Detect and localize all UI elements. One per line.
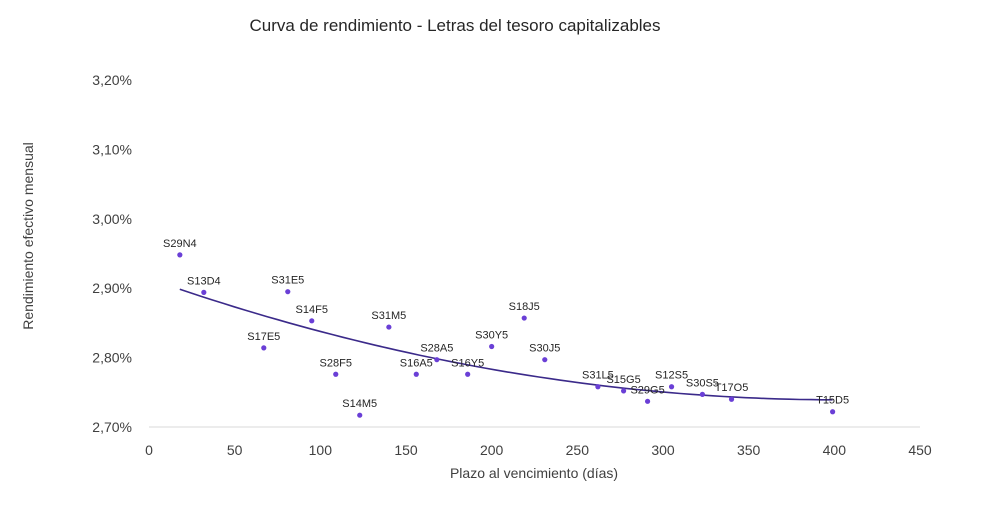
data-point-label: S14M5 (342, 398, 377, 410)
data-point-label: T17O5 (715, 382, 749, 394)
data-point (386, 324, 392, 330)
data-point-label: S18J5 (509, 301, 540, 313)
x-tick-label: 350 (737, 442, 761, 458)
data-point-label: S14F5 (296, 304, 328, 316)
y-tick-label: 2,90% (92, 280, 132, 296)
x-tick-label: 0 (145, 442, 153, 458)
data-point (333, 371, 339, 377)
x-tick-label: 200 (480, 442, 504, 458)
data-point (465, 371, 471, 377)
data-point-label: S16A5 (400, 357, 433, 369)
data-point-label: S15G5 (606, 374, 640, 386)
y-tick-label: 3,10% (92, 141, 132, 157)
data-point-label: S31L5 (582, 370, 614, 382)
data-point (177, 252, 183, 258)
x-tick-label: 250 (566, 442, 590, 458)
data-point (620, 388, 627, 394)
data-point (434, 357, 440, 363)
data-point (595, 384, 601, 390)
data-point (309, 318, 315, 324)
x-tick-label: 50 (227, 442, 243, 458)
data-point (201, 289, 207, 295)
data-point-label: S29N4 (163, 238, 197, 250)
data-point-label: S13D4 (187, 275, 221, 287)
x-tick-label: 100 (309, 442, 333, 458)
data-point (644, 398, 651, 404)
x-tick-label: 400 (823, 442, 847, 458)
y-tick-label: 3,20% (92, 72, 132, 88)
data-point-label: S29G5 (630, 384, 664, 396)
data-point-label: S12S5 (655, 370, 688, 382)
x-axis-ticks: 0 50 100 150 200 250 300 350 400 450 (145, 442, 932, 458)
data-point (413, 371, 419, 377)
x-tick-label: 450 (908, 442, 932, 458)
data-point-label: T15D5 (816, 395, 849, 407)
y-axis-ticks: 2,70% 2,80% 2,90% 3,00% 3,10% 3,20% (92, 72, 132, 435)
chart-title: Curva de rendimiento - Letras del tesoro… (249, 16, 660, 35)
data-point (261, 345, 267, 351)
data-point-label: S28A5 (420, 343, 453, 355)
data-point-label: S16Y5 (451, 357, 484, 369)
data-point-label: S30S5 (686, 377, 719, 389)
y-tick-label: 2,70% (92, 419, 132, 435)
y-axis-label: Rendimiento efectivo mensual (20, 142, 36, 330)
data-point (668, 384, 675, 390)
data-point (830, 409, 836, 415)
data-point-label: S30Y5 (475, 329, 508, 341)
data-point-label: S28F5 (320, 357, 352, 369)
data-point (521, 315, 527, 321)
data-point (489, 343, 495, 350)
data-point-label: S17E5 (247, 331, 280, 343)
trendline (179, 288, 833, 401)
data-point (357, 412, 363, 418)
data-point (728, 396, 735, 402)
x-tick-label: 300 (651, 442, 675, 458)
data-point-label: S31M5 (371, 310, 406, 322)
data-points: S29N4 S13D4 S17E5 S31E5 S14F5 S28F5 S14M5 S31M5… (163, 238, 849, 418)
x-tick-label: 150 (394, 442, 418, 458)
data-point (699, 391, 706, 397)
x-axis-label: Plazo al vencimiento (días) (450, 465, 618, 481)
data-point-label: S30J5 (529, 343, 560, 355)
y-tick-label: 3,00% (92, 211, 132, 227)
y-tick-label: 2,80% (92, 350, 132, 366)
data-point (542, 357, 548, 363)
data-point-label: S31E5 (271, 275, 304, 287)
data-point (285, 289, 291, 295)
